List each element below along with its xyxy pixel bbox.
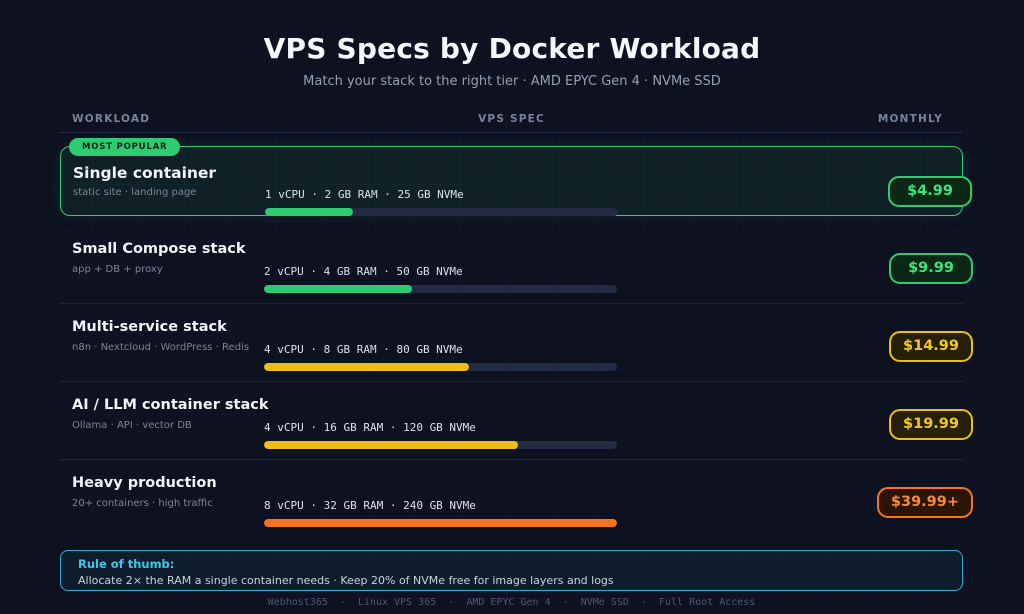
- table-row-ai-llm: AI / LLM container stack Ollama · API · …: [60, 382, 973, 460]
- workload-name: AI / LLM container stack: [72, 397, 269, 413]
- rule-of-thumb-title: Rule of thumb:: [78, 557, 175, 571]
- vps-spec-text: 2 vCPU · 4 GB RAM · 50 GB NVMe: [264, 265, 463, 278]
- workload-description: n8n · Nextcloud · WordPress · Redis: [72, 342, 250, 353]
- workload-description: 20+ containers · high traffic: [72, 498, 213, 509]
- column-header-monthly: MONTHLY: [877, 113, 943, 125]
- vps-spec-text: 4 vCPU · 16 GB RAM · 120 GB NVMe: [264, 421, 476, 434]
- table-row-multi-service: Multi-service stack n8n · Nextcloud · Wo…: [60, 304, 973, 382]
- spec-bar-fill: [264, 519, 617, 527]
- spec-bar-fill: [264, 363, 469, 371]
- spec-bar-fill: [264, 441, 519, 449]
- workload-name: Single container: [73, 164, 217, 182]
- price-badge[interactable]: $39.99+: [876, 487, 973, 518]
- price-badge[interactable]: $19.99: [889, 409, 973, 440]
- page-title: VPS Specs by Docker Workload: [263, 32, 761, 65]
- workload-description: app + DB + proxy: [72, 264, 163, 275]
- spec-bar-track: [264, 363, 617, 371]
- column-header-workload: WORKLOAD: [72, 113, 151, 125]
- spec-bar-fill: [264, 285, 413, 293]
- vps-spec-text: 1 vCPU · 2 GB RAM · 25 GB NVMe: [265, 188, 464, 201]
- workload-name: Multi-service stack: [72, 319, 227, 335]
- table-row-small-compose: Small Compose stack app + DB + proxy 2 v…: [60, 226, 973, 304]
- spec-bar-track: [264, 441, 617, 449]
- spec-bar-track: [264, 285, 617, 293]
- price-badge[interactable]: $14.99: [889, 331, 973, 362]
- pricing-table: WORKLOAD VPS SPEC MONTHLY MOST POPULAR S…: [60, 104, 973, 608]
- rule-of-thumb-callout: Rule of thumb: Allocate 2× the RAM a sin…: [60, 550, 963, 591]
- workload-name: Heavy production: [72, 475, 217, 491]
- page-header: VPS Specs by Docker Workload Match your …: [0, 0, 1024, 89]
- price-badge[interactable]: $4.99: [888, 176, 972, 207]
- table-row-heavy-production: Heavy production 20+ containers · high t…: [60, 460, 973, 538]
- workload-description: Ollama · API · vector DB: [72, 420, 192, 431]
- page-subtitle: Match your stack to the right tier · AMD…: [303, 74, 721, 89]
- most-popular-badge: MOST POPULAR: [69, 138, 181, 156]
- footer-text: Webhost365 · Linux VPS 365 · AMD EPYC Ge…: [267, 597, 756, 608]
- workload-description: static site · landing page: [73, 187, 197, 198]
- table-header-row: WORKLOAD VPS SPEC MONTHLY: [60, 104, 963, 133]
- spec-bar-fill: [265, 208, 354, 216]
- rule-of-thumb-body: Allocate 2× the RAM a single container n…: [78, 574, 614, 587]
- price-badge[interactable]: $9.99: [889, 253, 973, 284]
- spec-bar-track: [264, 519, 617, 527]
- spec-bar-track: [265, 208, 618, 216]
- table-row-single-container: MOST POPULAR Single container static sit…: [60, 138, 972, 216]
- vps-spec-text: 4 vCPU · 8 GB RAM · 80 GB NVMe: [264, 343, 463, 356]
- workload-name: Small Compose stack: [72, 241, 246, 257]
- column-header-spec: VPS SPEC: [478, 113, 545, 125]
- vps-spec-text: 8 vCPU · 32 GB RAM · 240 GB NVMe: [264, 499, 476, 512]
